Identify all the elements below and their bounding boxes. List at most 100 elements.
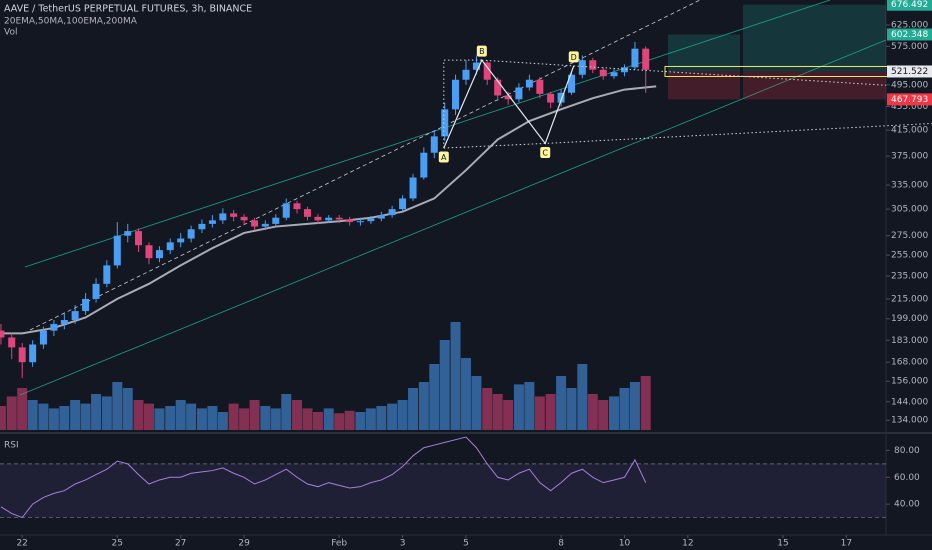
pattern-point [476, 45, 487, 57]
volume-bar [154, 408, 165, 430]
pattern-label: C [542, 148, 548, 157]
pattern-label: A [441, 153, 447, 162]
volume-bar [186, 403, 197, 430]
candle-body [388, 209, 396, 216]
candle-body [642, 48, 650, 70]
volume-bar [482, 388, 493, 430]
candle-body [409, 177, 417, 199]
candle-body [92, 283, 100, 299]
volume-bar [439, 340, 450, 430]
candle-body [145, 245, 153, 259]
candle-body [452, 79, 460, 110]
candle-body [504, 95, 512, 100]
candle-body [166, 242, 174, 251]
indicator-list: 20EMA,50MA,100EMA,200MA [4, 17, 138, 27]
candle-body [314, 216, 322, 221]
rsi-tick-label: 40.00 [894, 500, 920, 510]
volume-bar [513, 384, 524, 430]
profit-zone [743, 4, 818, 72]
candle-body [251, 220, 259, 227]
candle-body [377, 215, 385, 219]
volume-bar [619, 388, 630, 430]
candle-body [620, 67, 628, 73]
x-tick-label: 3 [400, 539, 406, 549]
candle-body [610, 72, 618, 77]
volume-bar [471, 376, 482, 430]
pattern-label: D [571, 53, 577, 62]
volume-bar [609, 396, 620, 430]
pattern-label: B [479, 47, 485, 56]
candle-body [8, 337, 16, 348]
y-tick-label: 215.000 [891, 294, 928, 304]
volume-bar [6, 396, 17, 430]
volume-bar [344, 410, 355, 430]
chart-title: AAVE / TetherUS PERPETUAL FUTURES, 3h, B… [4, 4, 252, 15]
candle-body [39, 330, 47, 345]
price-label-bg [887, 93, 932, 106]
volume-bar [408, 388, 419, 430]
y-tick-label: 255.000 [891, 251, 928, 261]
x-tick-label: 27 [175, 539, 186, 549]
y-tick-label: 305.000 [891, 205, 928, 215]
volume-bar [48, 408, 59, 430]
y-tick-label: 183.000 [891, 336, 928, 346]
x-tick-label: 17 [841, 539, 852, 549]
channel-line [24, 0, 831, 268]
profit-zone [668, 34, 740, 72]
candle-body [0, 330, 5, 338]
x-tick-label: 25 [112, 539, 123, 549]
volume-bar [503, 400, 514, 430]
volume-bar [281, 394, 292, 430]
volume-bar [91, 394, 102, 430]
volume-bar [260, 406, 271, 430]
rsi-tick-label: 60.00 [894, 473, 920, 483]
candle-body [599, 69, 607, 77]
y-tick-label: 375.000 [891, 152, 928, 162]
volume-bar [165, 406, 176, 430]
pattern-guide [443, 59, 482, 149]
channel-line [19, 39, 887, 396]
loss-zone [743, 71, 818, 100]
profit-zone [818, 4, 886, 72]
candle-body [29, 344, 37, 363]
volume-bar [387, 403, 398, 430]
candle-body [230, 213, 238, 217]
candle-body [240, 216, 248, 221]
x-tick-label: Feb [331, 539, 347, 549]
volume-bar [587, 394, 598, 430]
volume-bar [429, 364, 440, 430]
candle-body [589, 60, 597, 70]
volume-bar [545, 394, 556, 430]
x-tick-label: 12 [682, 539, 693, 549]
volume-bar [143, 403, 154, 430]
volume-bar [70, 400, 81, 430]
candle-body [113, 235, 121, 266]
candle-body [578, 60, 586, 75]
volume-bar [460, 358, 471, 430]
volume-bar [577, 364, 588, 430]
rsi-line [0, 436, 647, 519]
candle-body [367, 218, 375, 222]
loss-zone [668, 71, 740, 100]
volume-bar [101, 396, 112, 430]
volume-bar [598, 400, 609, 430]
x-tick-label: 5 [463, 539, 469, 549]
price-label: 602.348 [891, 30, 928, 40]
price-axis-bg [886, 0, 932, 550]
x-tick-label: 22 [16, 539, 27, 549]
candle-body [219, 213, 227, 221]
candle-body [346, 219, 354, 223]
volume-bar [629, 382, 640, 430]
price-label-bg [887, 0, 932, 11]
rsi-title: RSI [4, 441, 19, 451]
volume-bar [292, 400, 303, 430]
volume-bar [492, 394, 503, 430]
candle-body [135, 231, 143, 246]
candle-body [293, 203, 301, 210]
moving-average [0, 85, 657, 335]
x-tick-label: 8 [558, 539, 564, 549]
candle-body [325, 217, 333, 221]
volume-bar [17, 388, 28, 430]
channel-midline [29, 0, 701, 331]
candle-body [124, 231, 132, 236]
